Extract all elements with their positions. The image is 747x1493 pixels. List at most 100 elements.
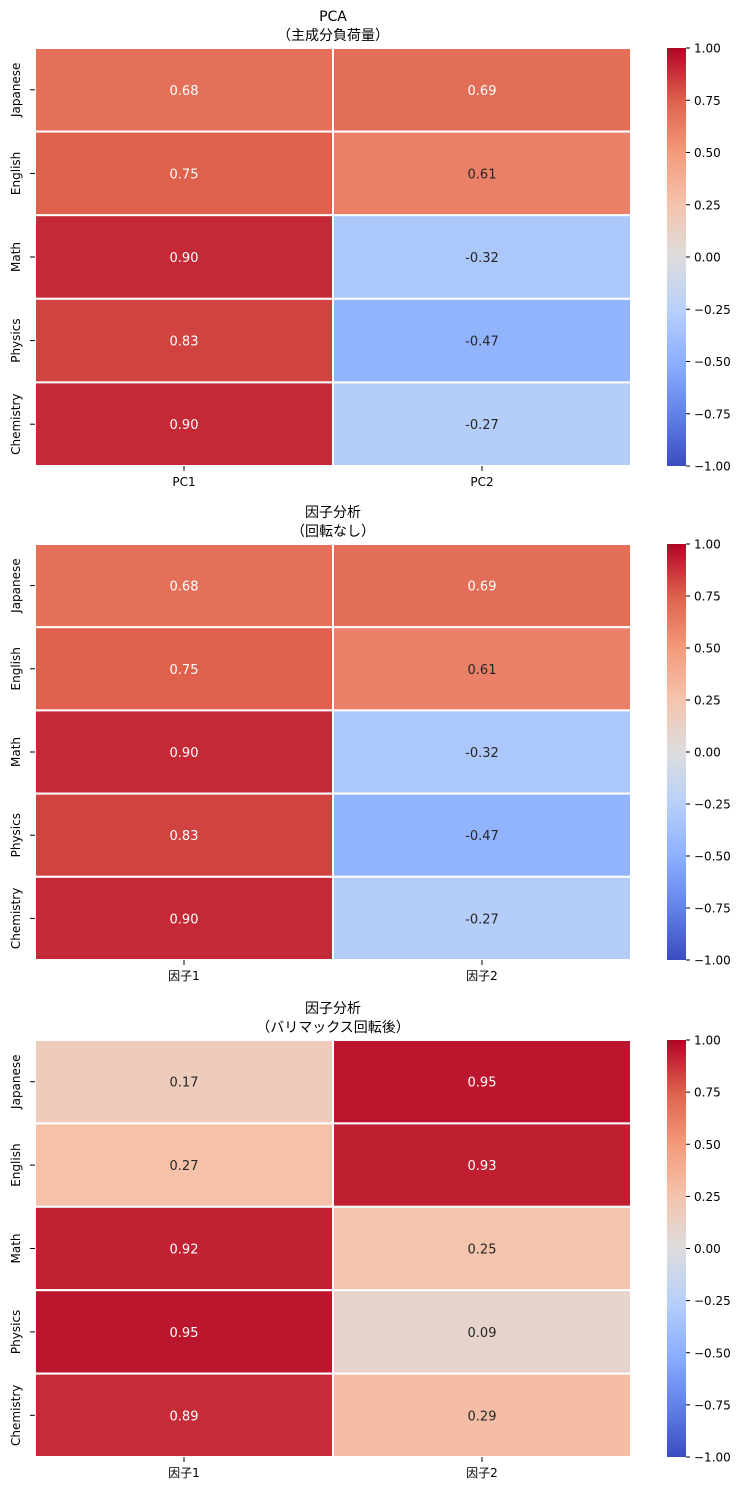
colorbar-1: 1.00 0.75 0.50 0.25 0.00 −0.25 −0.50 −0.75 −1.00 (667, 42, 731, 474)
y-tick-label: Physics (9, 813, 23, 857)
y-tick-label: Japanese (9, 558, 23, 614)
colorbar-tick-label: 0.75 (694, 94, 721, 108)
chart-title-line2: （バリマックス回転後） (256, 1020, 410, 1036)
y-tick-label: Japanese (9, 1054, 23, 1110)
colorbar-tick-label: 0.50 (694, 1138, 721, 1152)
colorbar-tick-label: −0.75 (694, 1398, 731, 1412)
colorbar-tick-label: −1.00 (694, 954, 731, 968)
heatmap-cell (332, 1372, 632, 1458)
chart-title-line2: （回転なし） (291, 524, 375, 540)
colorbar-tick-label: 0.25 (694, 198, 721, 212)
colorbar-tick-label: 0.75 (694, 590, 721, 604)
cell-value-label: 0.92 (170, 1243, 199, 1258)
colorbar-gradient-bar (667, 544, 686, 960)
cell-value-label: 0.93 (468, 1159, 497, 1174)
cell-value-label: 0.09 (468, 1326, 497, 1341)
colorbar-tick-label: 1.00 (694, 42, 721, 56)
cell-value-label: 0.69 (468, 84, 497, 99)
heatmap-cell (34, 130, 334, 217)
heatmap-cell (34, 1205, 334, 1292)
cell-value-label: 0.95 (170, 1326, 199, 1341)
chart-title-line1: 因子分析 (305, 505, 361, 521)
cell-value-label: -0.27 (465, 912, 499, 927)
colorbar-tick-label: 0.50 (694, 146, 721, 160)
x-tick-label: PC1 (172, 475, 195, 489)
cell-value-label: 0.27 (170, 1159, 199, 1174)
cell-value-label: 0.68 (170, 580, 199, 595)
x-tick-label: 因子2 (466, 969, 498, 983)
cell-value-label: 0.17 (170, 1076, 199, 1091)
heatmap-cell (34, 709, 334, 795)
colorbar-tick-label: 0.25 (694, 1190, 721, 1204)
heatmap-cell (332, 543, 632, 629)
heatmap-cell (34, 792, 334, 878)
colorbar-tick-label: −0.25 (694, 303, 731, 317)
colorbar-tick-label: 1.00 (694, 538, 721, 552)
heatmap-cell (34, 1039, 334, 1125)
heatmap-cell (34, 543, 334, 629)
y-tick-label: Chemistry (9, 1385, 23, 1446)
cell-value-label: 0.29 (468, 1409, 497, 1424)
cell-value-label: -0.47 (465, 829, 499, 844)
colorbar-tick-label: −0.25 (694, 1294, 731, 1308)
colorbar-tick-label: −0.75 (694, 407, 731, 421)
heatmap-cell (332, 297, 632, 384)
heatmap-panel-3: 因子分析 （バリマックス回転後） 0.17 0.95 0.27 0.93 0.92 0.25 0… (9, 1001, 731, 1480)
cell-value-label: 0.69 (468, 580, 497, 595)
heatmap-cell (332, 875, 632, 961)
heatmap-cell (34, 875, 334, 961)
x-tick-label: 因子1 (168, 969, 200, 983)
y-tick-label: English (9, 647, 23, 690)
colorbar-tick-label: −0.25 (694, 798, 731, 812)
heatmap-panel-2: 因子分析 （回転なし） 0.68 0.69 0.75 0.61 0.90 -0.32 0.83 -… (9, 505, 731, 983)
heatmap-cell (332, 214, 632, 300)
heatmap-cell (34, 626, 334, 712)
heatmap-cell (332, 1289, 632, 1375)
chart-title-line1: 因子分析 (305, 1001, 361, 1017)
colorbar-tick-label: −1.00 (694, 460, 731, 474)
y-tick-label: Chemistry (9, 888, 23, 949)
colorbar-3: 1.00 0.75 0.50 0.25 0.00 −0.25 −0.50 −0.75 −1.00 (667, 1034, 731, 1465)
cell-value-label: 0.90 (170, 418, 199, 433)
colorbar-tick-label: 0.00 (694, 746, 721, 760)
x-tick-label: 因子2 (466, 1466, 498, 1480)
heatmap-cell (332, 1039, 632, 1125)
cell-value-label: 0.95 (468, 1076, 497, 1091)
cell-value-label: 0.75 (170, 663, 199, 678)
chart-title-line1: PCA (319, 9, 347, 25)
cell-value-label: 0.89 (170, 1409, 199, 1424)
heatmap-cell (332, 792, 632, 878)
colorbar-tick-label: −0.50 (694, 355, 731, 369)
colorbar-tick-label: 1.00 (694, 1034, 721, 1048)
colorbar-tick-label: −0.75 (694, 902, 731, 916)
heatmap-cell (332, 381, 632, 467)
colorbar-tick-label: 0.50 (694, 642, 721, 656)
y-tick-label: Chemistry (9, 394, 23, 455)
colorbar-tick-label: 0.75 (694, 1086, 721, 1100)
colorbar-tick-label: 0.00 (694, 1242, 721, 1256)
cell-value-label: -0.32 (465, 746, 499, 761)
colorbar-gradient-bar (667, 1040, 686, 1457)
colorbar-tick-label: 0.00 (694, 251, 721, 265)
heatmap-cell (332, 626, 632, 712)
cell-value-label: 0.25 (468, 1243, 497, 1258)
y-tick-label: English (9, 152, 23, 195)
colorbar-tick-label: −0.50 (694, 1346, 731, 1360)
colorbar-gradient-bar (667, 48, 686, 466)
cell-value-label: 0.83 (170, 335, 199, 350)
heatmap-cell (332, 709, 632, 795)
cell-value-label: 0.75 (170, 167, 199, 182)
y-tick-label: English (9, 1143, 23, 1186)
cell-value-label: 0.90 (170, 912, 199, 927)
cell-value-label: 0.90 (170, 251, 199, 266)
cell-value-label: -0.27 (465, 418, 499, 433)
heatmap-cell (332, 1205, 632, 1292)
heatmap-panel-1: PCA （主成分負荷量） 0.68 0.69 0.75 0.61 0.90 -0.32 0.83… (9, 9, 731, 489)
cell-value-label: 0.90 (170, 746, 199, 761)
cell-value-label: 0.83 (170, 829, 199, 844)
y-tick-label: Math (9, 1233, 23, 1263)
cell-value-label: -0.32 (465, 251, 499, 266)
y-tick-label: Math (9, 242, 23, 272)
